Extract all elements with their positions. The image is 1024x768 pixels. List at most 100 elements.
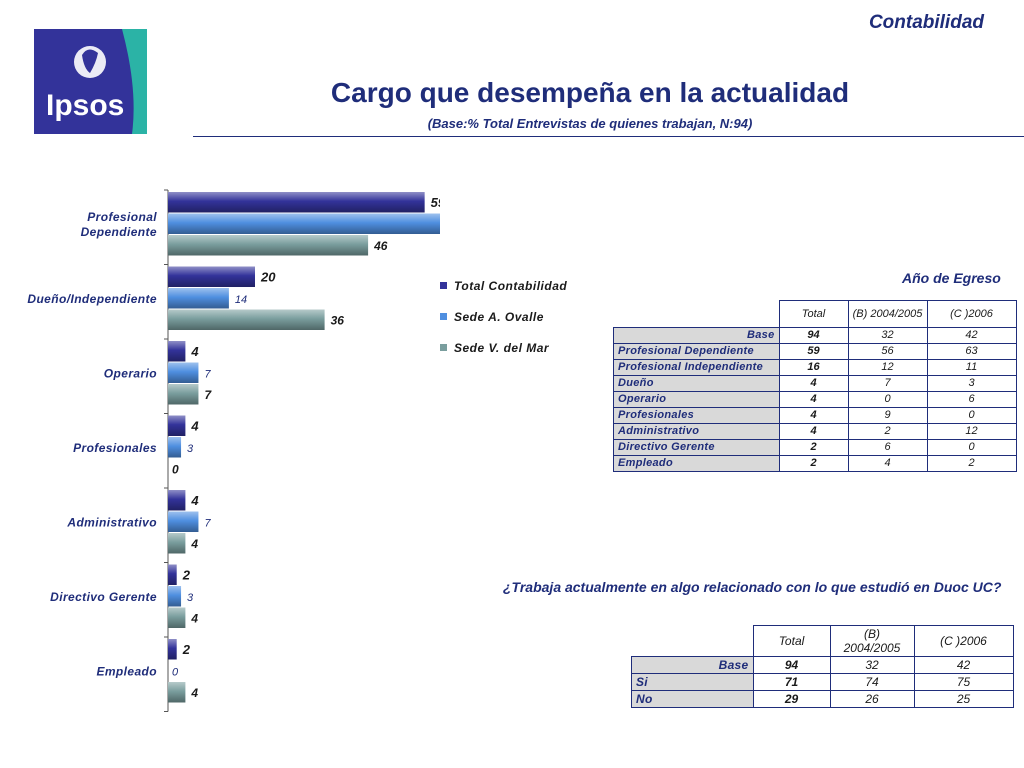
legend-label: Total Contabilidad	[454, 279, 567, 293]
row-label: Base	[632, 656, 754, 673]
table-cell: 71	[753, 673, 830, 690]
data-label: 4	[190, 493, 199, 508]
category-label: Dependiente	[81, 225, 157, 239]
table-row: Empleado 2 4 2	[614, 455, 1017, 471]
table-cell: 3	[927, 375, 1016, 391]
data-label: 7	[204, 368, 211, 380]
row-label: Dueño	[614, 375, 780, 391]
table-cell: 42	[927, 327, 1016, 343]
data-label: 7	[204, 517, 211, 529]
bar	[168, 437, 181, 458]
table-cell: 2	[848, 423, 927, 439]
table-cell: 0	[927, 439, 1016, 455]
table-row: Administrativo 4 2 12	[614, 423, 1017, 439]
table2-question: ¿Trabaja actualmente en algo relacionado…	[503, 579, 1001, 595]
data-label: 2	[182, 567, 191, 582]
data-label: 4	[190, 686, 198, 700]
table-cell: 2	[779, 439, 848, 455]
table-cell: 11	[927, 359, 1016, 375]
data-label: 3	[187, 443, 194, 455]
table-header-row: Total (B) 2004/2005 (C )2006	[614, 301, 1017, 328]
table-header-cell: (C )2006	[914, 626, 1013, 657]
legend-swatch-vdelmar	[440, 344, 447, 351]
category-label: Profesional	[87, 210, 157, 224]
egreso-table: Total (B) 2004/2005 (C )2006 Base 94 32 42 P…	[613, 300, 1017, 472]
bar	[168, 192, 425, 213]
bar	[168, 608, 185, 629]
data-label: 4	[190, 611, 198, 625]
data-label: 0	[172, 666, 179, 678]
row-label: Profesionales	[614, 407, 780, 423]
section-tag: Contabilidad	[869, 12, 984, 34]
row-label: Administrativo	[614, 423, 780, 439]
data-label: 20	[260, 269, 276, 284]
relacion-table: Total (B) 2004/2005 (C )2006 Base 94 32 42 S…	[631, 625, 1014, 708]
page-title: Cargo que desempeña en la actualidad	[200, 77, 980, 109]
row-label: No	[632, 690, 754, 707]
table-cell: 4	[779, 391, 848, 407]
table-header-cell: (B) 2004/2005	[830, 626, 914, 657]
row-label: Directivo Gerente	[614, 439, 780, 455]
category-label: Directivo Gerente	[50, 590, 157, 604]
table-cell: 4	[779, 375, 848, 391]
table-cell: 9	[848, 407, 927, 423]
row-label: Empleado	[614, 455, 780, 471]
table-cell: 4	[848, 455, 927, 471]
legend-label: Sede A. Ovalle	[454, 310, 544, 324]
table-row: Profesionales 4 9 0	[614, 407, 1017, 423]
page-subtitle: (Base:% Total Entrevistas de quienes tra…	[200, 116, 980, 131]
table-row: Si 71 74 75	[632, 673, 1014, 690]
bar	[168, 416, 185, 437]
table-row: No 29 26 25	[632, 690, 1014, 707]
data-label: 14	[235, 294, 247, 306]
table-row: Base 94 32 42	[614, 327, 1017, 343]
data-label: 4	[190, 418, 199, 433]
bar	[168, 682, 185, 703]
table-cell: 74	[830, 673, 914, 690]
bar	[168, 512, 198, 533]
table-cell: 56	[848, 343, 927, 359]
table-cell: 2	[779, 455, 848, 471]
data-label: 0	[172, 462, 179, 476]
table-cell: 12	[927, 423, 1016, 439]
table-cell: 94	[753, 656, 830, 673]
table-header-cell: Total	[779, 301, 848, 328]
table-cell: 42	[914, 656, 1013, 673]
table-cell: 16	[779, 359, 848, 375]
chart-legend: Total Contabilidad Sede A. Ovalle Sede V…	[440, 270, 567, 363]
table-cell: 4	[779, 407, 848, 423]
table-header-cell: Total	[753, 626, 830, 657]
bar-chart: ProfesionalDependiente596646Dueño/Indepe…	[0, 180, 440, 720]
legend-item-total: Total Contabilidad	[440, 270, 567, 301]
row-label: Profesional Dependiente	[614, 343, 780, 359]
data-label: 46	[373, 239, 388, 253]
row-label: Si	[632, 673, 754, 690]
category-label: Profesionales	[73, 441, 157, 455]
table-header-row: Total (B) 2004/2005 (C )2006	[632, 626, 1014, 657]
bar	[168, 235, 368, 256]
legend-swatch-total	[440, 282, 447, 289]
bar	[168, 363, 198, 384]
bar	[168, 310, 325, 331]
bar	[168, 384, 198, 405]
table-cell: 6	[927, 391, 1016, 407]
table-cell: 75	[914, 673, 1013, 690]
data-label: 59	[431, 195, 440, 210]
table-cell: 63	[927, 343, 1016, 359]
table-row: Operario 4 0 6	[614, 391, 1017, 407]
row-label: Profesional Independiente	[614, 359, 780, 375]
table-cell: 12	[848, 359, 927, 375]
row-label: Operario	[614, 391, 780, 407]
data-label: 36	[331, 313, 345, 327]
bar	[168, 490, 185, 511]
table-row: Directivo Gerente 2 6 0	[614, 439, 1017, 455]
bar	[168, 586, 181, 607]
category-label: Operario	[104, 366, 157, 380]
bar	[168, 639, 177, 660]
data-label: 2	[182, 642, 191, 657]
row-label: Base	[614, 327, 780, 343]
table-cell: 0	[927, 407, 1016, 423]
table-cell: 7	[848, 375, 927, 391]
legend-item-vdelmar: Sede V. del Mar	[440, 332, 567, 363]
bar	[168, 341, 185, 362]
